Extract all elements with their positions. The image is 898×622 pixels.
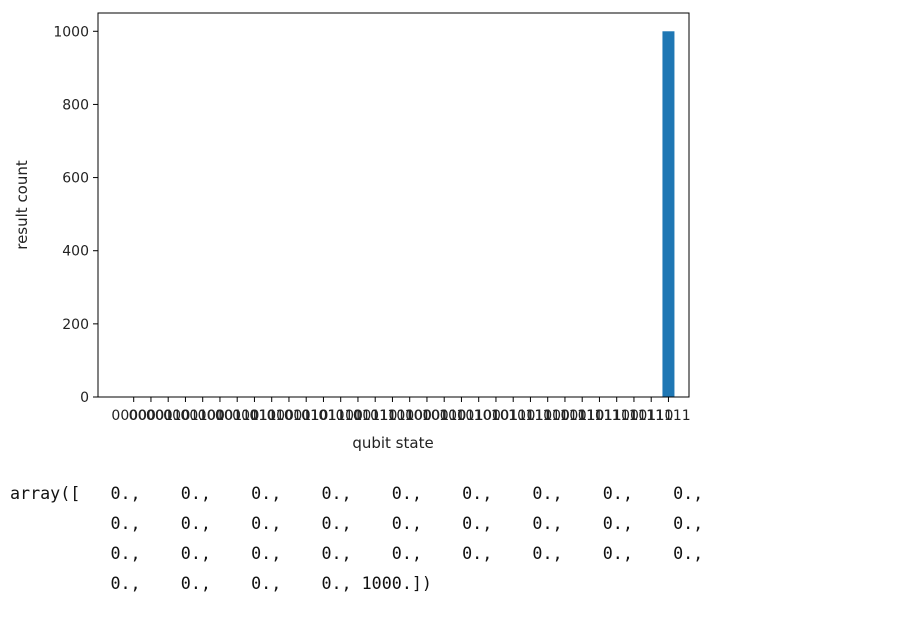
x-tick-label: 11000 bbox=[525, 408, 570, 424]
output-line: 0., 0., 0., 0., 1000.]) bbox=[10, 573, 432, 593]
bar-11111 bbox=[662, 31, 675, 398]
x-tick-label: 01001 bbox=[267, 408, 312, 424]
x-tick-label: 01110 bbox=[353, 408, 398, 424]
x-tick-label: 11101 bbox=[612, 408, 657, 424]
output-line: 0., 0., 0., 0., 0., 0., 0., 0., 0., bbox=[10, 513, 704, 533]
x-tick-label: 11100 bbox=[594, 408, 639, 424]
plot-area-frame bbox=[97, 12, 690, 398]
x-tick-label: 11001 bbox=[543, 408, 588, 424]
x-tick-label: 11010 bbox=[560, 408, 605, 424]
x-tick-label: 00100 bbox=[180, 408, 225, 424]
x-tick-label: 01000 bbox=[249, 408, 294, 424]
x-tick-label: 10011 bbox=[439, 408, 484, 424]
y-axis-ticks: 0 200 400 600 800 1000 bbox=[53, 24, 98, 406]
y-tick-label: 600 bbox=[62, 171, 89, 187]
x-tick-label: 00011 bbox=[163, 408, 208, 424]
y-tick-label: 800 bbox=[62, 97, 89, 113]
x-tick-label: 11110 bbox=[629, 408, 674, 424]
y-tick-label: 400 bbox=[62, 244, 89, 260]
array-output: array([ 0., 0., 0., 0., 0., 0., 0., 0., … bbox=[10, 478, 703, 598]
x-tick-label: 11011 bbox=[577, 408, 622, 424]
x-tick-label: 10110 bbox=[491, 408, 536, 424]
bar-series bbox=[662, 31, 675, 398]
y-tick-label: 1000 bbox=[53, 24, 89, 40]
x-tick-label: 01101 bbox=[336, 408, 381, 424]
x-tick-label: 01010 bbox=[284, 408, 329, 424]
x-tick-label: 00001 bbox=[129, 408, 174, 424]
x-axis-label: qubit state bbox=[352, 434, 433, 452]
x-tick-label: 10111 bbox=[508, 408, 553, 424]
x-tick-label: 00101 bbox=[198, 408, 243, 424]
y-tick-label: 200 bbox=[62, 317, 89, 333]
x-tick-label: 01011 bbox=[301, 408, 346, 424]
x-tick-label: 00110 bbox=[215, 408, 260, 424]
x-tick-label: 11111 bbox=[646, 408, 691, 424]
y-axis-label: result count bbox=[13, 160, 31, 250]
x-tick-label: 01100 bbox=[318, 408, 363, 424]
output-line: 0., 0., 0., 0., 0., 0., 0., 0., 0., bbox=[10, 543, 704, 563]
x-tick-label: 00010 bbox=[146, 408, 191, 424]
x-tick-label: 00000 bbox=[111, 408, 156, 424]
x-tick-label: 10100 bbox=[456, 408, 501, 424]
x-tick-label: 10001 bbox=[405, 408, 450, 424]
x-tick-label: 10000 bbox=[387, 408, 432, 424]
x-tick-label: 10101 bbox=[474, 408, 519, 424]
x-axis-ticks: 0000000001000100001100100001010011000111… bbox=[111, 397, 691, 424]
x-tick-label: 01111 bbox=[370, 408, 415, 424]
y-tick-label: 0 bbox=[80, 390, 89, 406]
x-tick-label: 00111 bbox=[232, 408, 277, 424]
output-line: array([ 0., 0., 0., 0., 0., 0., 0., 0., … bbox=[10, 483, 704, 503]
x-tick-label: 10010 bbox=[422, 408, 467, 424]
